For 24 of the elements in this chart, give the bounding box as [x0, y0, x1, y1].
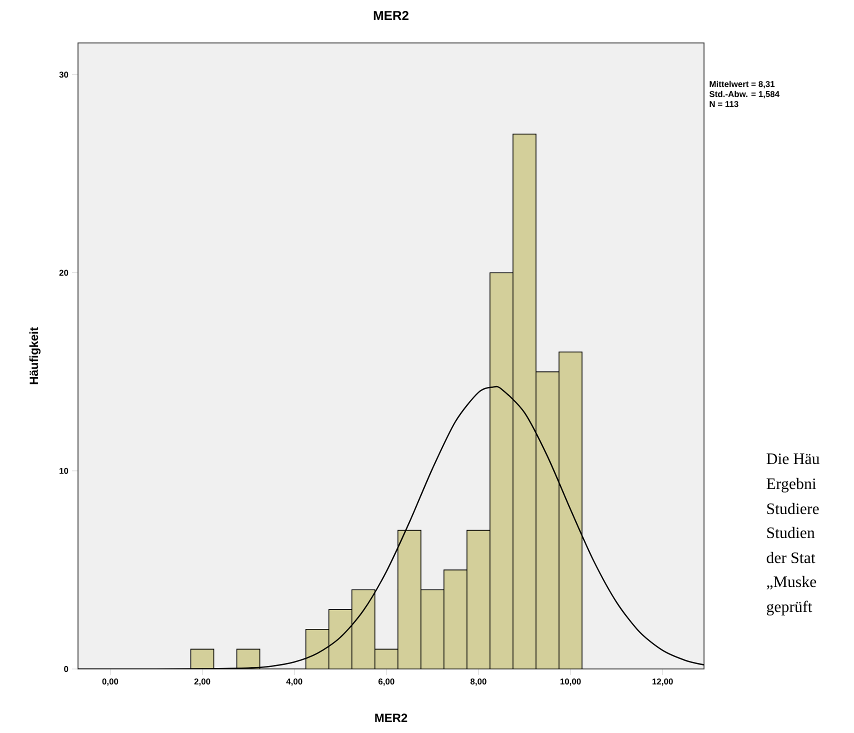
x-tick-label: 10,00 [560, 678, 581, 686]
text: Mittelwert = 8,31 [710, 80, 775, 88]
text: Studiere [767, 502, 819, 514]
text: der Stat [766, 552, 816, 564]
y-tick-label: 0 [64, 666, 68, 672]
x-axis-title: MER2 [375, 714, 408, 722]
text: „Muske [766, 576, 816, 590]
y-axis-title: Häufigkeit [29, 327, 41, 384]
x-tick-label: 4,00 [286, 678, 302, 686]
text: Studien [767, 526, 815, 538]
y-tick-label: 10 [60, 468, 68, 474]
text: Ergebni [766, 478, 816, 492]
chart-title: MER2 [374, 10, 408, 20]
x-tick-label: 2,00 [194, 678, 210, 686]
text: Die Häu [766, 453, 820, 464]
y-tick-label: 30 [59, 72, 68, 78]
text: Std.-Abw. = 1,584 [709, 90, 780, 98]
x-tick-label: 6,00 [378, 678, 394, 686]
x-tick-label: 8,00 [470, 678, 486, 686]
x-tick-label: 12,00 [652, 678, 673, 686]
text: geprüft [766, 600, 812, 616]
text: N = 113 [710, 101, 738, 108]
x-tick-label: 0,00 [102, 678, 118, 686]
y-tick-label: 20 [59, 270, 68, 276]
